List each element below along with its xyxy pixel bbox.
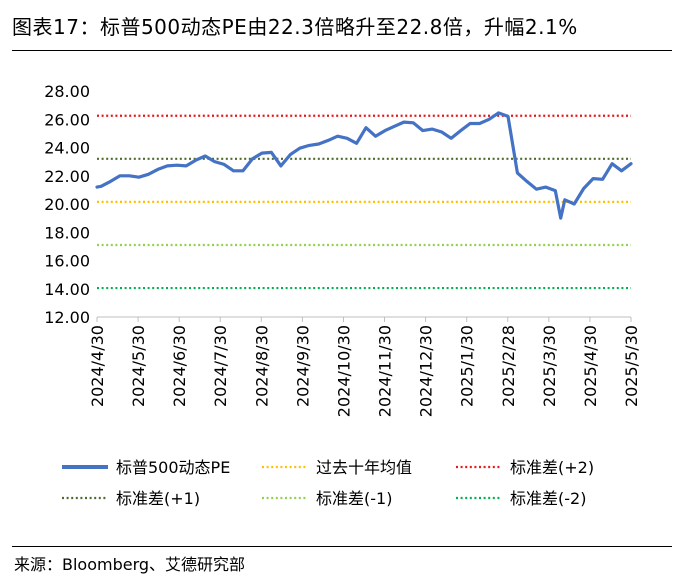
x-tick-label: 2025/1/30 xyxy=(458,325,477,407)
x-tick-label: 2025/4/30 xyxy=(581,325,600,407)
x-tick-label: 2024/7/30 xyxy=(211,325,230,407)
source-note: 来源：Bloomberg、艾德研究部 xyxy=(14,555,246,574)
x-tick-label: 2025/2/28 xyxy=(499,325,518,407)
legend-label: 过去十年均值 xyxy=(316,458,412,477)
x-tick-label: 2024/11/30 xyxy=(376,325,395,417)
y-tick-label: 14.00 xyxy=(44,280,90,299)
x-tick-label: 2024/6/30 xyxy=(170,325,189,407)
y-tick-label: 28.00 xyxy=(44,82,90,101)
x-tick-label: 2024/8/30 xyxy=(252,325,271,407)
pe-line xyxy=(95,111,633,220)
x-tick-label: 2025/5/30 xyxy=(622,325,641,407)
y-tick-label: 22.00 xyxy=(44,167,90,186)
x-axis: 2024/4/30 2024/5/30 2024/6/30 2024/7/30 2024… xyxy=(88,316,641,417)
legend-label: 标准差(+1) xyxy=(116,489,200,508)
legend-label: 标准差(+2) xyxy=(510,458,594,477)
x-tick-label: 2025/3/30 xyxy=(540,325,559,407)
y-tick-label: 12.00 xyxy=(44,308,90,327)
x-tick-label: 2024/10/30 xyxy=(334,325,353,417)
source-divider xyxy=(12,546,672,547)
x-tick-label: 2024/9/30 xyxy=(293,325,312,407)
x-tick-label: 2024/5/30 xyxy=(129,325,148,407)
y-tick-label: 24.00 xyxy=(44,139,90,158)
legend: 标普500动态PE 过去十年均值 标准差(+2) 标准差(+1) 标准差(-1) 标准差(… xyxy=(62,458,594,508)
pe-chart: 12.00 14.00 16.00 18.00 20.00 22.00 24.00 26.00… xyxy=(44,82,641,508)
x-tick-label: 2024/4/30 xyxy=(88,325,107,407)
y-axis: 12.00 14.00 16.00 18.00 20.00 22.00 24.00 26.00… xyxy=(44,82,90,327)
y-tick-label: 20.00 xyxy=(44,195,90,214)
pe-series xyxy=(95,111,633,220)
legend-label: 标准差(-2) xyxy=(510,489,586,508)
y-tick-label: 26.00 xyxy=(44,110,90,129)
legend-label: 标准差(-1) xyxy=(316,489,392,508)
y-tick-label: 18.00 xyxy=(44,223,90,242)
reference-lines xyxy=(97,114,631,290)
y-tick-label: 16.00 xyxy=(44,252,90,271)
figure-title: 图表17：标普500动态PE由22.3倍略升至22.8倍，升幅2.1% xyxy=(12,15,578,39)
title-divider xyxy=(12,50,672,51)
legend-label: 标普500动态PE xyxy=(116,458,230,477)
x-tick-label: 2024/12/30 xyxy=(417,325,436,417)
